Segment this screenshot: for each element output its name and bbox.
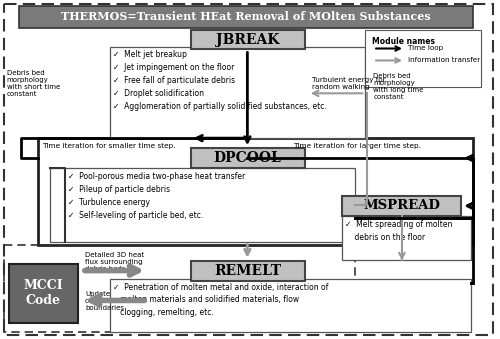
Text: Information transfer: Information transfer	[408, 57, 480, 63]
Bar	[342, 216, 471, 260]
Text: Time iteration for larger time step.: Time iteration for larger time step.	[293, 143, 421, 149]
Text: Detailed 3D heat
flux surrounding
debris beds: Detailed 3D heat flux surrounding debris…	[85, 252, 144, 272]
Bar	[18, 6, 473, 27]
Text: Module names: Module names	[372, 37, 435, 45]
Text: ✓  Pool-porous media two-phase heat transfer
✓  Pileup of particle debris
✓  Tur: ✓ Pool-porous media two-phase heat trans…	[68, 172, 246, 220]
Text: Debris bed
morphology
with short time
constant: Debris bed morphology with short time co…	[6, 71, 60, 97]
Text: DPCOOL: DPCOOL	[214, 151, 281, 165]
Text: ✓  Melt spreading of molten
    debris on the floor: ✓ Melt spreading of molten debris on the…	[346, 220, 453, 242]
Text: JBREAK: JBREAK	[216, 33, 279, 46]
Text: ✓  Penetration of molten metal and oxide, interaction of
   molten materials and: ✓ Penetration of molten metal and oxide,…	[112, 282, 328, 317]
Text: MSPREAD: MSPREAD	[364, 199, 440, 212]
Bar	[50, 168, 356, 242]
Bar	[342, 196, 462, 216]
Text: MCCI
Code: MCCI Code	[24, 279, 63, 307]
Text: Update
concrete
boundaries: Update concrete boundaries	[85, 292, 124, 312]
Bar	[366, 29, 481, 87]
Bar	[4, 245, 356, 332]
Bar	[191, 148, 305, 168]
Bar	[38, 138, 473, 245]
Bar	[110, 46, 366, 138]
Text: ✓  Melt jet breakup
✓  Jet impingement on the floor
✓  Free fall of particulate : ✓ Melt jet breakup ✓ Jet impingement on …	[112, 51, 326, 111]
Text: Debris bed
morphology
with long time
constant: Debris bed morphology with long time con…	[373, 74, 424, 100]
Bar	[110, 279, 472, 332]
Bar	[191, 29, 305, 49]
Bar	[8, 264, 78, 323]
Text: Time iteration for smaller time step.: Time iteration for smaller time step.	[42, 143, 176, 149]
Text: REMELT: REMELT	[214, 264, 281, 278]
Text: THERMOS=Transient HEat Removal of MOlten Substances: THERMOS=Transient HEat Removal of MOlten…	[60, 11, 430, 22]
Bar	[191, 261, 305, 281]
Text: Turbulent energy for
random walking: Turbulent energy for random walking	[312, 77, 386, 90]
Text: Time loop: Time loop	[408, 45, 443, 52]
